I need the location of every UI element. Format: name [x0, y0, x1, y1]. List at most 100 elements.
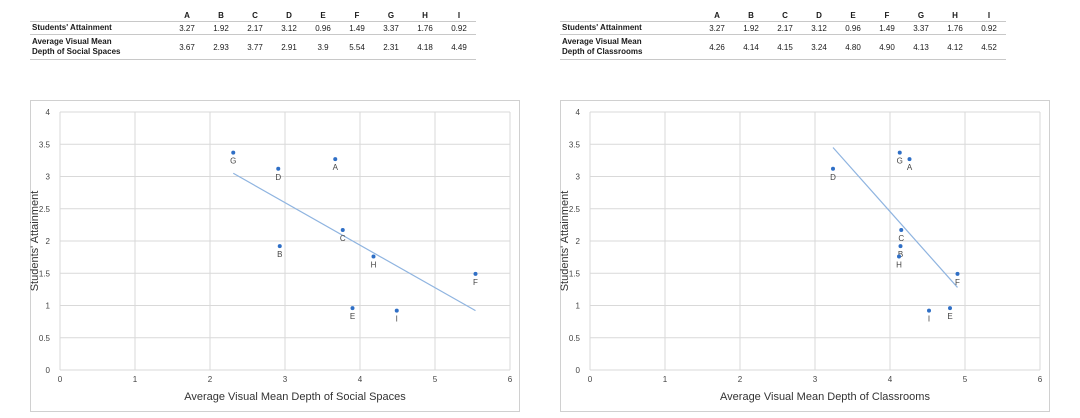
y-tick-label: 1: [46, 302, 51, 311]
column-header: A: [714, 11, 720, 20]
column-header: C: [782, 11, 788, 20]
y-tick-label: 2.5: [39, 205, 51, 214]
y-tick-label: 1: [576, 302, 581, 311]
trendline: [832, 147, 958, 288]
table-row: Average Visual Mean Depth of Social Spac…: [30, 34, 476, 60]
x-tick-label: 2: [208, 375, 213, 384]
table-cell: 5.54: [340, 34, 374, 60]
column-header: C: [252, 11, 258, 20]
table-cell: 0.96: [836, 21, 870, 35]
y-tick-label: 2.5: [569, 205, 581, 214]
y-tick-label: 0: [576, 366, 581, 375]
table-cell: 2.17: [238, 21, 272, 35]
data-point-g: [231, 150, 236, 155]
table-cell: 1.92: [734, 21, 768, 35]
table-row: Students' Attainment 3.27 1.92 2.17 3.12…: [560, 21, 1006, 35]
table-cell: 3.12: [802, 21, 836, 35]
data-table: A B C D E F G H I Students' Attainment 3…: [560, 10, 1006, 60]
x-tick-label: 4: [358, 375, 363, 384]
point-label-i: I: [396, 315, 398, 324]
table-cell: 2.31: [374, 34, 408, 60]
row-label-line: Average Visual Mean: [32, 37, 112, 46]
column-header: D: [816, 11, 822, 20]
column-header: H: [952, 11, 958, 20]
y-tick-label: 1.5: [39, 269, 51, 278]
point-label-c: C: [898, 234, 904, 243]
point-label-f: F: [473, 278, 478, 287]
table-cell: 3.67: [170, 34, 204, 60]
column-header: F: [884, 11, 890, 20]
row-label-line: Depth of Classrooms: [562, 47, 643, 56]
data-point-f: [955, 271, 960, 276]
column-header: G: [387, 11, 395, 20]
y-tick-label: 3.5: [569, 140, 581, 149]
point-label-d: D: [830, 173, 836, 182]
column-header: G: [917, 11, 925, 20]
data-point-i: [394, 308, 399, 313]
data-point-e: [350, 306, 355, 311]
table-cell: 3.24: [802, 34, 836, 60]
row-label: Students' Attainment: [30, 21, 170, 35]
plot-frame: [30, 100, 520, 412]
table-cell: 3.37: [374, 21, 408, 35]
data-point-d: [276, 166, 281, 171]
x-axis-label: Average Visual Mean Depth of Social Spac…: [184, 391, 406, 403]
row-label: Average Visual Mean Depth of Classrooms: [560, 34, 700, 60]
x-tick-label: 5: [433, 375, 438, 384]
x-tick-label: 1: [663, 375, 668, 384]
row-label-line: Average Visual Mean: [562, 37, 642, 46]
table-cell: 3.9: [306, 34, 340, 60]
table-corner: [30, 10, 170, 22]
table-cell: 3.37: [904, 21, 938, 35]
table-cell: 3.27: [170, 21, 204, 35]
y-tick-label: 4: [46, 108, 51, 117]
y-axis-label: Students' Attainment: [30, 191, 41, 292]
table-cell: 4.12: [938, 34, 972, 60]
table-cell: 4.90: [870, 34, 904, 60]
row-label: Students' Attainment: [560, 21, 700, 35]
table-cell: 4.26: [700, 34, 734, 60]
column-header: B: [748, 11, 754, 20]
point-label-c: C: [340, 234, 346, 243]
column-header: H: [422, 11, 428, 20]
column-header: F: [354, 11, 360, 20]
table-cell: 3.27: [700, 21, 734, 35]
x-tick-label: 5: [963, 375, 968, 384]
column-header: B: [218, 11, 224, 20]
table-cell: 1.49: [340, 21, 374, 35]
data-point-i: [927, 308, 931, 313]
point-label-d: D: [275, 173, 281, 182]
data-point-f: [473, 271, 478, 276]
point-label-b: B: [277, 250, 282, 259]
chart-panel-social-spaces: A B C D E F G H I Students' Attainment 3…: [30, 0, 550, 418]
table-row: Students' Attainment 3.27 1.92 2.17 3.12…: [30, 21, 476, 35]
y-axis-label: Students' Attainment: [560, 191, 571, 292]
y-tick-label: 0: [46, 366, 51, 375]
x-tick-label: 6: [508, 375, 513, 384]
point-label-g: G: [897, 157, 903, 166]
table-cell: 3.77: [238, 34, 272, 60]
row-label-line: Depth of Social Spaces: [32, 47, 121, 56]
table-cell: 1.76: [408, 21, 442, 35]
y-tick-label: 2: [46, 237, 51, 246]
table-cell: 4.49: [442, 34, 476, 60]
point-label-i: I: [928, 315, 930, 324]
table-cell: 2.17: [768, 21, 802, 35]
y-tick-label: 2: [576, 237, 581, 246]
column-header: I: [987, 11, 991, 20]
table-row: Average Visual Mean Depth of Classrooms …: [560, 34, 1006, 60]
data-point-b: [898, 244, 903, 249]
column-header: E: [850, 11, 856, 20]
table-cell: 4.52: [972, 34, 1006, 60]
table-cell: 4.13: [904, 34, 938, 60]
scatter-plot: 0 1 2 3 4 5 6 0 0.5 1 1.5 2 2.5 3 3.5 4 A BC D E F G H I Average…: [560, 100, 1050, 412]
table-cell: 4.15: [768, 34, 802, 60]
data-point-c: [340, 228, 345, 233]
x-axis-label: Average Visual Mean Depth of Classrooms: [720, 391, 930, 403]
data-point-h: [371, 254, 376, 259]
point-label-e: E: [350, 312, 355, 321]
table-cell: 2.91: [272, 34, 306, 60]
data-point-g: [897, 150, 902, 155]
y-tick-label: 1.5: [569, 269, 581, 278]
point-label-b: B: [898, 250, 903, 259]
